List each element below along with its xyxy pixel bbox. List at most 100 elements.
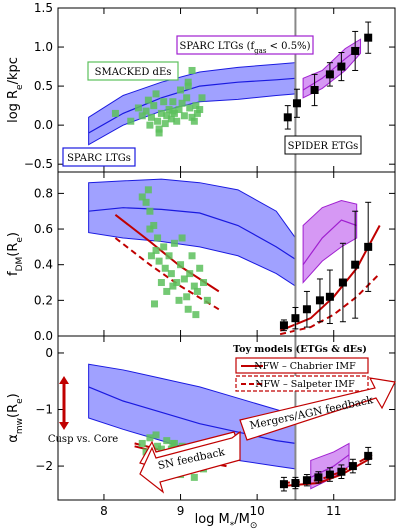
green-point: [177, 261, 185, 269]
purple-band: [310, 442, 350, 490]
green-point: [157, 109, 165, 117]
green-point: [173, 117, 181, 125]
green-point: [138, 112, 146, 120]
black-point: [310, 86, 319, 94]
green-point: [163, 437, 171, 445]
green-point: [190, 473, 198, 481]
green-point: [161, 120, 169, 128]
x-axis-title-part: log M: [195, 512, 230, 527]
green-point: [180, 275, 188, 283]
black-point: [302, 476, 311, 485]
y-axis-title: αmw(Re): [6, 393, 25, 442]
green-point: [146, 225, 154, 233]
green-point: [163, 112, 171, 120]
y-axis-title-part: /kpc: [6, 57, 21, 84]
green-point: [190, 282, 198, 290]
green-point: [127, 117, 135, 125]
y-tick-label: 0.2: [34, 293, 53, 307]
red-solid-curve: [114, 214, 220, 293]
sparc-gas-label-tail: < 0.5%): [266, 41, 310, 52]
black-point: [292, 99, 301, 108]
green-point: [155, 125, 163, 133]
black-point: [351, 260, 360, 269]
black-point: [325, 70, 334, 79]
black-point: [337, 467, 346, 476]
green-point: [193, 287, 201, 295]
y-tick-label: −0.5: [24, 157, 53, 171]
green-point: [146, 121, 154, 129]
green-point: [152, 246, 160, 254]
green-point: [203, 296, 211, 304]
cusp-core-arrow-head-up: [59, 376, 69, 384]
green-point: [184, 305, 192, 313]
green-point: [169, 439, 177, 447]
black-point: [325, 292, 334, 301]
y-axis-title-part: ): [6, 232, 21, 237]
green-point: [147, 252, 155, 260]
green-point: [144, 96, 152, 104]
x-axis-title-text: log M*/M⊙: [195, 512, 258, 531]
black-point: [325, 470, 334, 479]
panel-top: −0.5 0.0 0.5 1.0 1.5 log Re/kpc SMACKED dEs SPA…: [6, 1, 396, 173]
black-point: [337, 62, 346, 71]
salpeter-legend-label: NFW – Salpeter IMF: [255, 379, 355, 390]
y-tick-label: 1.0: [34, 40, 53, 54]
sparc-gas-subscript: gas: [254, 47, 267, 55]
green-point: [161, 264, 169, 272]
x-tick-label: 9: [177, 504, 185, 518]
chabrier-legend-box: [235, 357, 369, 374]
red-dashed-curve-high: [279, 272, 381, 336]
green-point: [146, 207, 154, 215]
green-point: [173, 279, 181, 287]
green-point: [177, 86, 185, 94]
blue-band: [88, 178, 296, 288]
green-point: [147, 113, 155, 121]
y-tick-label: 0.8: [34, 186, 53, 200]
black-point: [314, 473, 323, 482]
green-point: [196, 264, 204, 272]
black-point: [291, 314, 300, 323]
panel-frame: [57, 335, 396, 501]
mergers-arrow: [239, 377, 396, 441]
black-point: [302, 305, 311, 314]
green-point: [167, 115, 175, 123]
black-point: [351, 46, 360, 55]
y-axis-title-part: ): [6, 393, 21, 398]
x-tick-label: 11: [326, 504, 341, 518]
y-axis-title-part: (R: [6, 404, 21, 418]
green-point: [169, 282, 177, 290]
green-point: [183, 94, 191, 102]
y-tick-label: 0.0: [34, 329, 53, 343]
chabrier-legend-label: NFW – Chabrier IMF: [254, 361, 356, 372]
sparc-ltgs-label-box: [62, 147, 136, 167]
green-point: [184, 78, 192, 86]
black-point: [338, 278, 347, 287]
green-point: [188, 252, 196, 260]
green-point: [152, 431, 160, 439]
green-point: [138, 193, 146, 201]
green-point: [154, 117, 162, 125]
y-axis-title-subscript: e: [15, 237, 25, 243]
green-point: [186, 270, 194, 278]
green-point: [190, 117, 198, 125]
y-tick-label: 0.0: [34, 118, 53, 132]
y-axis-title-subscript: e: [15, 398, 25, 404]
blue-band-median: [88, 386, 296, 444]
y-tick-label: −2: [35, 459, 53, 473]
green-point: [151, 300, 159, 308]
green-point: [146, 434, 154, 442]
black-point: [283, 113, 292, 122]
green-point: [175, 296, 183, 304]
x-axis-title-subscript: *: [230, 521, 235, 531]
green-point: [154, 442, 162, 450]
green-point: [193, 109, 201, 117]
y-axis-title-subscript: e: [15, 84, 25, 90]
spider-label-box: [284, 135, 362, 155]
green-point: [165, 252, 173, 260]
y-axis-title-subscript: DM: [15, 257, 25, 272]
green-point: [150, 221, 158, 229]
y-axis-title-part: log R: [6, 90, 21, 123]
sn-feedback-arrow-body: [139, 430, 241, 494]
green-point: [178, 234, 186, 242]
green-point: [155, 257, 163, 265]
